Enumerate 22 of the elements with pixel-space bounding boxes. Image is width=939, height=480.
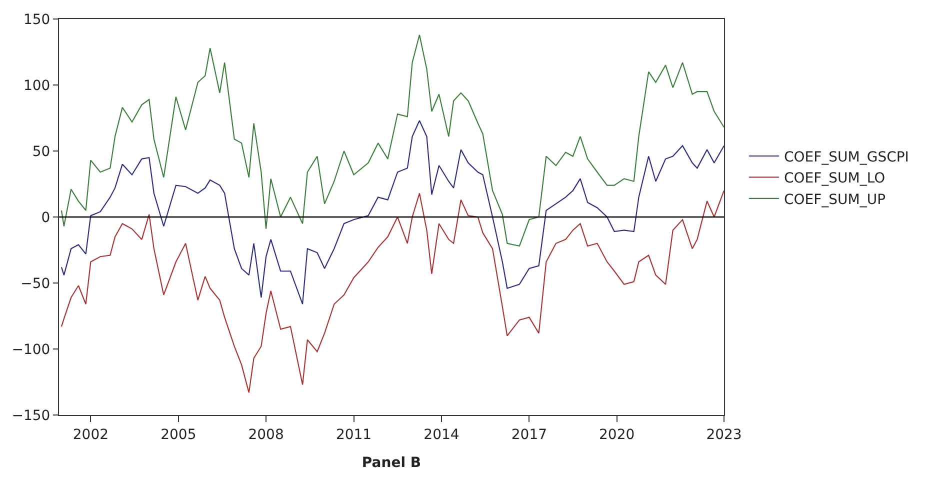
y-tick-label: −100 — [12, 342, 50, 358]
y-tick-label: 0 — [41, 210, 50, 226]
x-tick-label: 2002 — [72, 426, 109, 443]
y-tick-label: 50 — [32, 144, 50, 160]
line-series — [60, 190, 724, 394]
y-tick-label: 150 — [23, 12, 50, 28]
x-axis-title: Panel B — [362, 455, 422, 472]
y-tick-label: −150 — [12, 408, 50, 424]
line-series — [60, 34, 724, 247]
x-tick-label: 2011 — [336, 426, 372, 443]
x-tick-label: 2017 — [511, 426, 548, 443]
x-tick-label: 2023 — [706, 426, 742, 443]
line-series — [60, 120, 724, 305]
legend-label: COEF_SUM_GSCPI — [784, 149, 909, 166]
x-tick-label: 2008 — [248, 426, 284, 443]
x-tick-label: 2014 — [424, 426, 460, 443]
legend-label: COEF_SUM_LO — [784, 170, 886, 187]
y-tick-label: 100 — [23, 78, 50, 94]
x-tick-label: 2020 — [599, 426, 635, 443]
legend-label: COEF_SUM_UP — [784, 192, 886, 208]
x-tick-label: 2005 — [160, 426, 196, 443]
y-tick-label: −50 — [20, 276, 50, 292]
